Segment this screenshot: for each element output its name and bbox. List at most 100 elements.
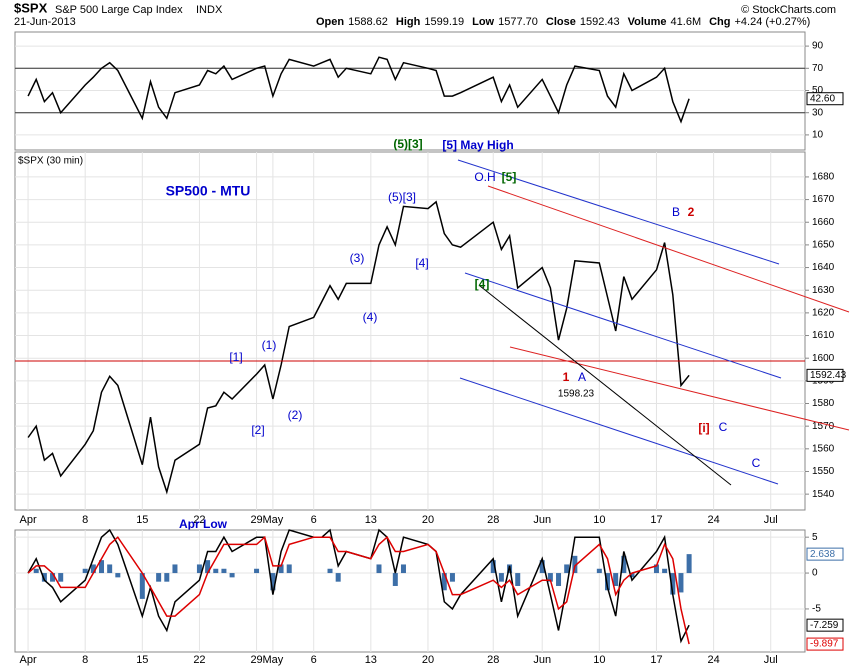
y-tick-label: 1680 [812, 172, 835, 183]
quote-value: 1577.70 [498, 16, 538, 28]
histogram-bar [205, 560, 211, 574]
y-tick-label: 70 [812, 63, 824, 74]
y-tick-label: 1600 [812, 353, 835, 364]
annotation: 2 [688, 205, 695, 219]
histogram-bar [254, 568, 260, 574]
y-tick-label: 1650 [812, 240, 835, 251]
trend-line [479, 285, 732, 486]
histogram-bar [139, 573, 145, 599]
y-tick-label: 1570 [812, 421, 835, 432]
series-line [27, 535, 690, 645]
x-tick-label: 28 [487, 514, 499, 526]
x-tick-label: Jul [764, 514, 778, 526]
x-tick-label: Jul [764, 654, 778, 666]
x-tick-label: 10 [593, 514, 605, 526]
x-tick-label: 6 [311, 514, 317, 526]
y-tick-label: 1540 [812, 489, 835, 500]
annotation: [4] [475, 277, 490, 291]
histogram-bar [662, 568, 668, 574]
quote-value: 1599.19 [424, 16, 464, 28]
trend-line [487, 185, 850, 313]
annotation: [2] [251, 423, 264, 437]
series-line [27, 200, 690, 495]
x-tick-label: 29 [250, 514, 262, 526]
histogram-bar [670, 573, 676, 595]
y-tick-label: 10 [812, 130, 824, 141]
histogram-bar [278, 564, 284, 574]
histogram-bar [498, 573, 504, 582]
annotation: O.H [474, 170, 495, 184]
histogram-bar [392, 573, 398, 586]
x-tick-label: 8 [82, 514, 88, 526]
histogram-bar [196, 564, 202, 574]
histogram-bar [539, 560, 545, 574]
series-line [27, 56, 690, 124]
annotation: 1 [563, 370, 570, 384]
trend-line [464, 272, 782, 379]
y-tick-label: 1660 [812, 217, 835, 228]
end-label-box [806, 547, 844, 561]
panel-label: $SPX (30 min) [18, 156, 83, 167]
histogram-bar [621, 555, 627, 574]
y-tick-label: 30 [812, 107, 824, 118]
trend-line [459, 377, 779, 485]
histogram-bar [400, 564, 406, 574]
x-tick-label: 17 [650, 514, 662, 526]
annotation: [4] [415, 256, 428, 270]
histogram-bar [286, 564, 292, 574]
histogram-bar [107, 564, 113, 574]
x-tick-label: 22 [193, 654, 205, 666]
y-tick-label: 5 [812, 532, 818, 543]
annotation: C [752, 456, 761, 470]
histogram-bar [50, 573, 56, 582]
annotation: [5] [502, 170, 517, 184]
histogram-bar [156, 573, 162, 582]
histogram-bar [164, 573, 170, 582]
index-name: S&P 500 Large Cap Index [55, 4, 183, 16]
y-tick-label: 1610 [812, 330, 835, 341]
y-tick-label: -5 [812, 604, 821, 615]
histogram-bar [335, 573, 341, 582]
x-tick-label: Apr [19, 654, 36, 666]
quote-label: Open [316, 16, 344, 28]
histogram-bar [613, 573, 619, 586]
histogram-bar [115, 573, 121, 578]
y-tick-label: 1620 [812, 308, 835, 319]
histogram-bar [327, 568, 333, 574]
annotation: (4) [363, 310, 378, 324]
histogram-bar [270, 573, 276, 591]
x-tick-label: 22 [193, 514, 205, 526]
annotation: [1] [229, 350, 242, 364]
x-tick-label: May [263, 654, 284, 666]
quote-label: Close [546, 16, 576, 28]
x-tick-label: 13 [365, 654, 377, 666]
x-tick-label: May [263, 514, 284, 526]
quote-label: High [396, 16, 421, 28]
y-tick-label: 0 [812, 568, 818, 579]
histogram-bar [653, 564, 659, 574]
histogram-bar [490, 560, 496, 574]
end-label: 42.60 [810, 93, 835, 104]
y-tick-label: 1670 [812, 194, 835, 205]
quote-value: 1588.62 [348, 16, 388, 28]
annotation: (1) [262, 338, 277, 352]
end-label-box [806, 618, 844, 632]
annotation: [5] May High [442, 138, 513, 152]
end-label-box [806, 637, 844, 651]
x-tick-label: 20 [422, 654, 434, 666]
histogram-bar [90, 564, 96, 574]
histogram-bar [564, 564, 570, 574]
y-tick-label: 90 [812, 41, 824, 52]
quote-value: 41.6M [671, 16, 702, 28]
x-tick-label: 13 [365, 514, 377, 526]
x-tick-label: 8 [82, 654, 88, 666]
x-tick-label: 6 [311, 654, 317, 666]
annotation: SP500 - MTU [166, 183, 251, 199]
quote-label: Volume [628, 16, 667, 28]
x-tick-label: 17 [650, 654, 662, 666]
quote-label: Chg [709, 16, 730, 28]
x-tick-label: 10 [593, 654, 605, 666]
x-tick-label: 28 [487, 654, 499, 666]
panel-frame [14, 151, 806, 511]
